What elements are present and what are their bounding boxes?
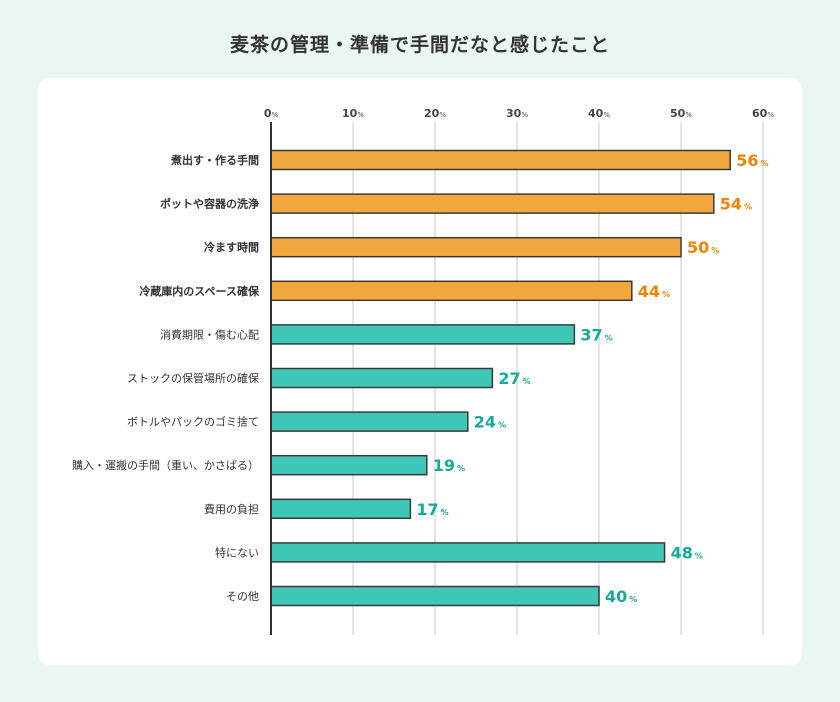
category-label: その他 [226, 590, 259, 603]
bar [270, 149, 731, 171]
bar [270, 542, 666, 563]
data-label: 44% [638, 282, 670, 301]
category-label: 煮出す・作る手間 [170, 153, 259, 167]
data-label: 17% [416, 500, 448, 519]
bar [270, 454, 428, 476]
bar [270, 411, 469, 432]
bar [270, 280, 633, 302]
data-label: 37% [580, 325, 612, 344]
bar [270, 367, 494, 389]
x-tick-label: 0% [264, 107, 279, 120]
x-tick-label: 60% [752, 107, 774, 120]
data-label: 48% [671, 543, 703, 562]
data-label: 50% [687, 238, 719, 257]
data-label: 24% [474, 413, 506, 432]
x-tick-label: 30% [506, 107, 528, 120]
data-label: 19% [433, 456, 465, 475]
bar [270, 324, 576, 345]
chart-title: 麦茶の管理・準備で手間だなと感じたこと [229, 34, 610, 56]
data-label: 40% [605, 587, 637, 606]
category-label: 冷ます時間 [204, 240, 259, 254]
data-label: 54% [720, 195, 752, 214]
bar [270, 498, 412, 520]
category-label: 購入・運搬の手間（重い、かさばる） [72, 458, 259, 472]
category-label: 冷蔵庫内のスペース確保 [139, 284, 260, 298]
x-tick-label: 10% [342, 107, 364, 120]
x-tick-label: 40% [588, 107, 610, 120]
bar [270, 585, 600, 607]
category-label: 費用の負担 [204, 502, 259, 516]
category-label: ストックの保管場所の確保 [127, 371, 259, 385]
category-label: ボトルやパックのゴミ捨て [127, 415, 259, 429]
category-label: 消費期限・傷む心配 [160, 327, 259, 341]
bar [270, 193, 715, 214]
x-tick-label: 50% [670, 107, 692, 120]
category-label: ポットや容器の洗浄 [160, 197, 259, 211]
x-tick-label: 20% [424, 107, 446, 120]
bar [270, 236, 682, 258]
data-label: 27% [498, 369, 530, 388]
category-label: 特にない [215, 545, 259, 559]
